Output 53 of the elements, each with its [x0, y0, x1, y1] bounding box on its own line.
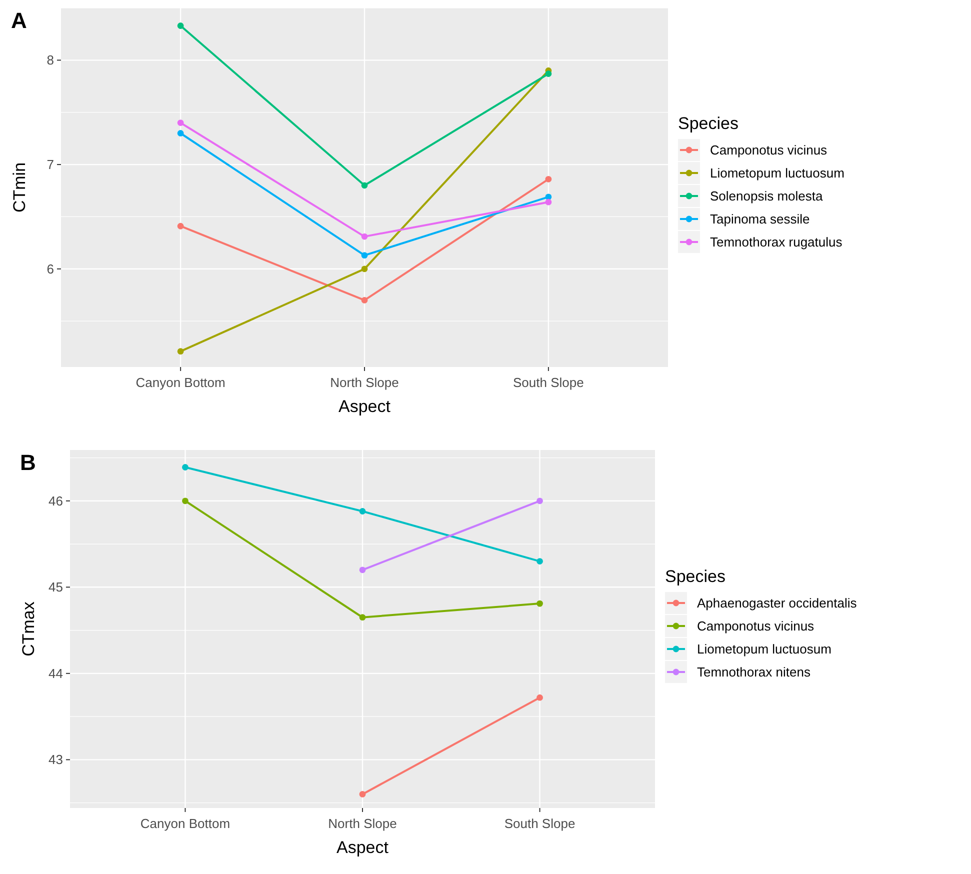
- point: [545, 176, 552, 182]
- legend-label: Camponotus vicinus: [697, 618, 815, 634]
- x-axis-title: Aspect: [336, 838, 389, 857]
- legend-label: Liometopum luctuosum: [710, 166, 844, 181]
- y-tick-label: 7: [46, 157, 54, 172]
- legend-label: Liometopum luctuosum: [697, 642, 832, 657]
- chart-title: A: [11, 8, 27, 33]
- point: [359, 508, 366, 514]
- legend-label: Camponotus vicinus: [710, 142, 828, 158]
- point: [361, 233, 368, 240]
- point: [361, 182, 368, 189]
- x-tick-label: South Slope: [504, 816, 576, 831]
- legend-label: Temnothorax rugatulus: [710, 234, 843, 250]
- point: [359, 791, 366, 798]
- y-axis-title: CTmax: [19, 601, 38, 656]
- point: [359, 566, 366, 574]
- point: [359, 614, 366, 621]
- y-tick-label: 46: [48, 493, 63, 508]
- chart-title: B: [20, 450, 36, 475]
- y-tick-label: 6: [46, 261, 54, 276]
- point: [361, 252, 368, 259]
- point: [177, 348, 184, 355]
- y-tick-label: 44: [48, 666, 63, 681]
- legend-label: Solenopsis molesta: [710, 188, 824, 204]
- x-axis-title: Aspect: [338, 397, 391, 416]
- legend-title: Species: [678, 114, 738, 133]
- point: [536, 558, 543, 564]
- point: [361, 266, 368, 272]
- legend-label: Temnothorax nitens: [697, 664, 811, 680]
- point: [182, 498, 188, 504]
- point: [177, 130, 184, 136]
- x-tick-label: Canyon Bottom: [140, 816, 230, 831]
- point: [536, 600, 543, 607]
- legend-title: Species: [665, 567, 726, 586]
- point: [177, 22, 184, 29]
- point: [361, 297, 368, 304]
- x-tick-label: North Slope: [330, 375, 399, 390]
- point: [177, 120, 184, 126]
- point: [545, 70, 552, 77]
- x-tick-label: South Slope: [513, 375, 584, 390]
- x-tick-label: Canyon Bottom: [136, 375, 226, 390]
- point: [182, 464, 188, 470]
- y-tick-label: 8: [46, 52, 54, 68]
- legend-label: Tapinoma sessile: [710, 212, 810, 227]
- point: [177, 222, 184, 230]
- point: [545, 198, 552, 206]
- legend-label: Aphaenogaster occidentalis: [697, 596, 858, 611]
- point: [536, 498, 543, 504]
- y-axis-title: CTmin: [10, 162, 29, 213]
- point: [536, 694, 543, 701]
- y-tick-label: 43: [48, 752, 63, 768]
- x-tick-label: North Slope: [328, 816, 397, 831]
- y-tick-label: 45: [48, 580, 63, 595]
